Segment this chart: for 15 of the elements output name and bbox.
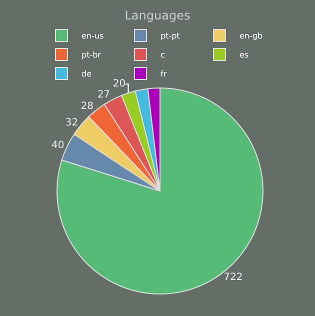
legend-label: de <box>82 70 92 79</box>
data-label: 40 <box>52 140 64 152</box>
data-label: 722 <box>224 272 243 284</box>
legend-label: fr <box>160 70 168 79</box>
legend-label: pt-pt <box>160 32 180 41</box>
legend-label: pt-br <box>82 50 102 60</box>
data-label: 32 <box>65 117 78 128</box>
legend-label: es <box>240 50 249 60</box>
chart-title: Languages <box>124 8 190 22</box>
legend-label: c <box>160 50 165 60</box>
legend-label: en-gb <box>240 32 263 41</box>
legend-label: en-us <box>82 32 104 41</box>
data-label: 20 <box>112 78 126 90</box>
data-label: 28 <box>80 101 94 112</box>
data-label: 27 <box>97 90 110 101</box>
